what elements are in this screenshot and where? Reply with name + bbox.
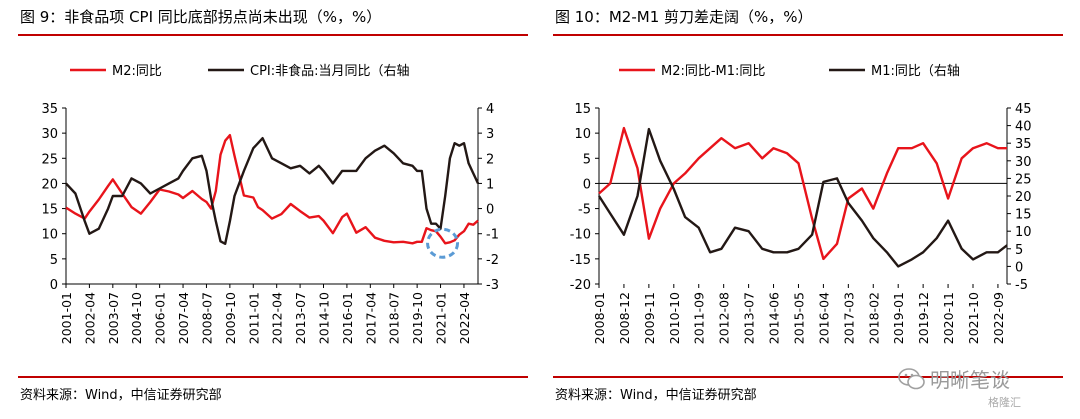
y-tick-label-left: 10 (41, 228, 58, 243)
y-tick-label-right: 40 (1015, 120, 1032, 135)
x-tick-label: 2008-01 (592, 292, 607, 344)
legend-label: M2:同比 (112, 64, 162, 79)
x-tick-label: 2019-10 (410, 292, 425, 344)
x-tick-label: 2010-10 (667, 292, 682, 344)
y-tick-label-right: 35 (1015, 137, 1032, 152)
x-tick-label: 2017-04 (363, 292, 378, 344)
y-tick-label-right: 3 (486, 127, 494, 142)
x-tick-label: 2008-12 (617, 292, 632, 344)
source-note: 资料来源：Wind，中信证券研究部 (20, 388, 222, 403)
chart-title: 图 10：M2-M1 剪刀差走阔（%，%） (555, 8, 813, 26)
y-tick-label-left: 0 (583, 177, 591, 192)
x-tick-label: 2007-04 (176, 292, 191, 344)
y-tick-label-left: 25 (41, 152, 58, 167)
y-tick-label-right: 45 (1015, 102, 1032, 117)
x-tick-label: 2017-03 (841, 292, 856, 344)
x-tick-label: 2016-01 (340, 292, 355, 344)
x-tick-label: 2004-10 (129, 292, 144, 344)
source-rule (553, 376, 1063, 378)
chart-panel-m2-m1: 图 10：M2-M1 剪刀差走阔（%，%） M2:同比-M1:同比 M1:同比（右… (553, 0, 1078, 419)
watermark-subtext: 格隆汇 (988, 396, 1021, 409)
y-tick-label-right: 0 (1015, 260, 1023, 275)
y-tick-label-left: -5 (578, 203, 591, 218)
legend-label: M1:同比（右轴 (871, 64, 960, 79)
x-tick-label: 2003-07 (106, 292, 121, 344)
line-chart-m2-m1: M2:同比-M1:同比 M1:同比（右轴 -20 -15 -10 -5 0 5 10 15 -5 0 5… (570, 64, 1032, 344)
y-tick-label-right: 1 (486, 177, 494, 192)
x-tick-label: 2009-10 (223, 292, 238, 344)
series-line (598, 126, 1007, 261)
y-tick-label-left: 15 (574, 102, 591, 117)
title-rule (553, 34, 1063, 36)
x-tick-label: 2015-05 (791, 292, 806, 344)
x-tick-label: 2009-11 (642, 292, 657, 344)
wechat-icon (898, 368, 925, 390)
watermark-text: 明晰笔谈 (930, 368, 1010, 392)
y-tick-label-right: -1 (486, 228, 499, 243)
title-rule (18, 34, 528, 36)
y-tick-label-left: 20 (41, 177, 58, 192)
y-tick-label-right: -5 (1015, 278, 1028, 293)
x-tick-label: 2011-01 (246, 292, 261, 344)
x-tick-label: 2012-04 (270, 292, 285, 344)
highlight-circle (426, 227, 460, 259)
y-tick-label-left: 5 (50, 253, 58, 268)
y-tick-label-right: 2 (486, 152, 494, 167)
source-note: 资料来源：Wind，中信证券研究部 (555, 388, 757, 403)
x-tick-label: 2006-01 (153, 292, 168, 344)
x-tick-label: 2008-07 (199, 292, 214, 344)
y-tick-label-left: 35 (41, 102, 58, 117)
y-tick-label-left: 30 (41, 127, 58, 142)
line-chart-cpi-m2: M2:同比 CPI:非食品:当月同比（右轴05101520253035-3-2-1… (41, 63, 499, 344)
y-tick-label-left: 10 (574, 127, 591, 142)
y-tick-label-right: 30 (1015, 155, 1032, 170)
legend-label: M2:同比-M1:同比 (661, 64, 765, 79)
y-tick-label-left: 15 (41, 203, 58, 218)
series-line (597, 127, 1008, 268)
x-tick-label: 2011-09 (692, 292, 707, 344)
chart-title: 图 9：非食品项 CPI 同比底部拐点尚未出现（%，%） (20, 8, 382, 26)
y-tick-label-right: 4 (486, 102, 494, 117)
x-tick-label: 2022-04 (457, 292, 472, 344)
watermark-logo: 明晰笔谈 格隆汇 (892, 360, 1042, 412)
y-tick-label-right: 20 (1015, 190, 1032, 205)
x-tick-label: 2018-07 (387, 292, 402, 344)
x-tick-label: 2013-07 (293, 292, 308, 344)
y-tick-label-left: -20 (570, 278, 591, 293)
x-tick-label: 2021-01 (434, 292, 449, 344)
x-tick-label: 2014-06 (767, 292, 782, 344)
y-tick-label-right: 10 (1015, 225, 1032, 240)
x-tick-label: 2022-09 (991, 292, 1006, 344)
x-tick-label: 2019-12 (916, 292, 931, 344)
legend-label: CPI:非食品:当月同比（右轴 (250, 63, 410, 79)
y-tick-label-left: 0 (50, 278, 58, 293)
x-tick-label: 2001-01 (59, 292, 74, 344)
y-tick-label-right: 5 (1015, 243, 1023, 258)
x-tick-label: 2020-11 (941, 292, 956, 344)
chart-panel-cpi-m2: 图 9：非食品项 CPI 同比底部拐点尚未出现（%，%） M2:同比 CPI:非食… (18, 0, 543, 419)
x-tick-label: 2016-04 (816, 292, 831, 344)
y-tick-label-left: 5 (583, 152, 591, 167)
source-rule (18, 376, 528, 378)
y-tick-label-right: 25 (1015, 172, 1032, 187)
y-tick-label-right: -3 (486, 278, 499, 293)
x-tick-label: 2002-04 (82, 292, 97, 344)
x-tick-label: 2018-02 (866, 292, 881, 344)
y-tick-label-right: -2 (486, 253, 499, 268)
y-tick-label-left: -15 (570, 253, 591, 268)
series-line (65, 133, 479, 245)
y-tick-label-right: 15 (1015, 208, 1032, 223)
x-tick-label: 2013-07 (742, 292, 757, 344)
x-tick-label: 2012-08 (717, 292, 732, 344)
y-tick-label-right: 0 (486, 203, 494, 218)
y-tick-label-left: -10 (570, 228, 591, 243)
series-line (65, 136, 480, 246)
x-tick-label: 2021-10 (966, 292, 981, 344)
x-tick-label: 2019-01 (891, 292, 906, 344)
x-tick-label: 2014-10 (317, 292, 332, 344)
